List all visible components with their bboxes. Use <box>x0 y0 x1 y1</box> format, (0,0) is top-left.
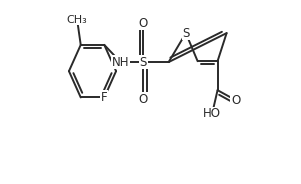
Text: O: O <box>139 93 148 106</box>
Text: F: F <box>101 91 107 104</box>
Text: HO: HO <box>203 107 221 120</box>
Text: CH₃: CH₃ <box>67 15 88 24</box>
Text: O: O <box>139 17 148 30</box>
Text: O: O <box>231 94 240 107</box>
Text: S: S <box>182 27 190 40</box>
Text: NH: NH <box>112 56 129 69</box>
Text: S: S <box>140 56 147 69</box>
